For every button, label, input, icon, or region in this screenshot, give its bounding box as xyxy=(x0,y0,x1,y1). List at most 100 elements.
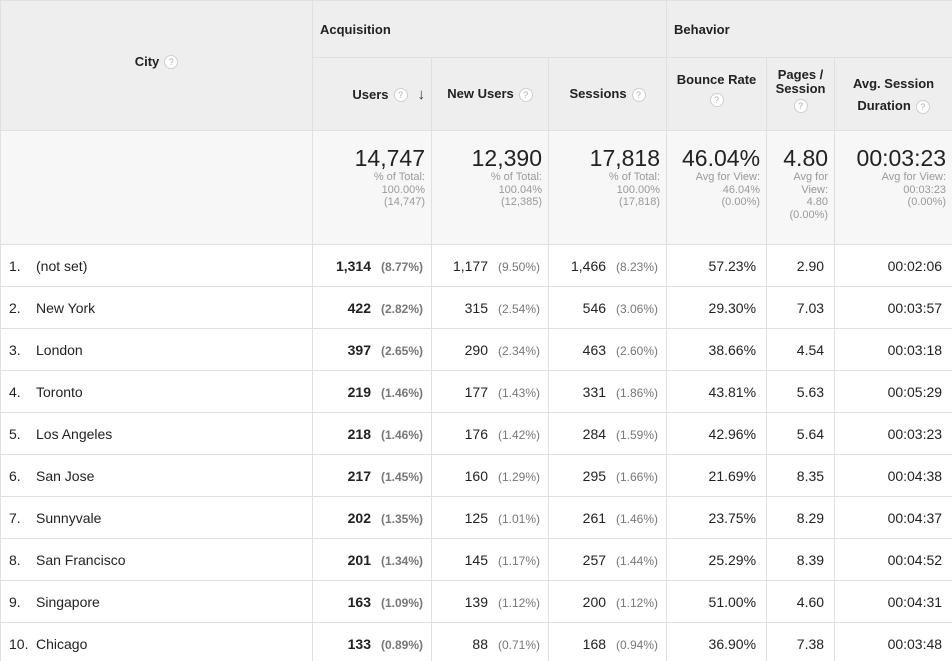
sessions-value: 295 xyxy=(582,467,607,484)
users-value: 202 xyxy=(347,509,371,526)
help-icon[interactable]: ? xyxy=(709,92,724,107)
users-cell: 217 (1.45%) xyxy=(312,454,432,497)
users-percent: (1.46%) xyxy=(380,385,423,400)
city-link[interactable]: Los Angeles xyxy=(36,425,113,442)
new-users-header-label: New Users xyxy=(447,86,514,102)
bounce-rate-cell: 21.69% xyxy=(666,454,768,497)
table-row[interactable]: 8. San Francisco 201 (1.34%) 145 (1.17%) 257 (1… xyxy=(0,538,952,581)
users-cell: 422 (2.82%) xyxy=(312,286,432,329)
totals-bounce-rate-caption: Avg for View: xyxy=(695,171,761,183)
row-number: 1. xyxy=(9,257,21,274)
new-users-percent: (2.34%) xyxy=(497,343,540,358)
new-users-value: 160 xyxy=(464,467,488,484)
totals-new-users-caption: % of Total: xyxy=(490,171,542,183)
users-percent: (1.46%) xyxy=(380,427,423,442)
column-header-pages-session[interactable]: Pages / Session ? xyxy=(766,57,836,131)
bounce-rate-header-label: Bounce Rate xyxy=(676,72,757,87)
row-number: 10. xyxy=(9,635,29,652)
sort-descending-icon[interactable]: ↓ xyxy=(417,85,426,103)
pages-session-cell: 5.64 xyxy=(766,412,836,455)
sessions-percent: (1.46%) xyxy=(616,511,659,526)
avg-duration-cell: 00:04:37 xyxy=(834,496,952,539)
group-header-acquisition: Acquisition xyxy=(311,0,668,58)
users-value: 163 xyxy=(347,593,371,610)
column-header-avg-session-duration[interactable]: Avg. Session Duration? xyxy=(834,57,952,131)
table-row[interactable]: 6. San Jose 217 (1.45%) 160 (1.29%) 295 (1.66%)… xyxy=(0,454,952,497)
sessions-cell: 284 (1.59%) xyxy=(547,412,668,455)
new-users-value: 125 xyxy=(464,509,488,526)
sessions-cell: 257 (1.44%) xyxy=(547,538,668,581)
table-row[interactable]: 3. London 397 (2.65%) 290 (2.34%) 463 (2.60%) 38… xyxy=(0,328,952,371)
users-percent: (1.35%) xyxy=(380,511,423,526)
users-cell: 397 (2.65%) xyxy=(312,328,432,371)
help-icon[interactable]: ? xyxy=(793,98,808,113)
row-number: 8. xyxy=(9,551,21,568)
help-icon[interactable]: ? xyxy=(518,87,533,102)
bounce-rate-cell: 23.75% xyxy=(666,496,768,539)
column-header-city[interactable]: City? xyxy=(0,0,313,131)
table-row[interactable]: 7. Sunnyvale 202 (1.35%) 125 (1.01%) 261 (1.46%… xyxy=(0,496,952,539)
users-percent: (1.34%) xyxy=(380,553,423,568)
city-cell: 1. (not set) xyxy=(0,244,313,287)
help-icon[interactable]: ? xyxy=(915,99,930,114)
city-link[interactable]: Sunnyvale xyxy=(36,509,102,526)
help-icon[interactable]: ? xyxy=(393,88,408,103)
totals-row: 14,747 % of Total: 100.00% (14,747) 12,3… xyxy=(0,130,952,245)
avg-duration-cell: 00:02:06 xyxy=(834,244,952,287)
city-link[interactable]: San Jose xyxy=(36,467,95,484)
sessions-value: 200 xyxy=(582,593,607,610)
new-users-value: 177 xyxy=(464,383,488,400)
bounce-rate-cell: 29.30% xyxy=(666,286,768,329)
city-link[interactable]: New York xyxy=(36,299,96,316)
bounce-rate-cell: 38.66% xyxy=(666,328,768,371)
table-row[interactable]: 10. Chicago 133 (0.89%) 88 (0.71%) 168 (0.94%) 3… xyxy=(0,622,952,661)
pages-session-cell: 4.54 xyxy=(766,328,836,371)
sessions-cell: 546 (3.06%) xyxy=(547,286,668,329)
city-link[interactable]: (not set) xyxy=(36,257,88,274)
table-row[interactable]: 5. Los Angeles 218 (1.46%) 176 (1.42%) 284 (1.5… xyxy=(0,412,952,455)
city-link[interactable]: Singapore xyxy=(36,593,100,610)
row-number: 9. xyxy=(9,593,21,610)
new-users-percent: (0.71%) xyxy=(497,637,540,652)
users-value: 217 xyxy=(347,467,371,484)
sessions-percent: (1.59%) xyxy=(616,427,659,442)
city-link[interactable]: London xyxy=(36,341,83,358)
column-header-new-users[interactable]: New Users? xyxy=(431,57,549,131)
bounce-rate-cell: 42.96% xyxy=(666,412,768,455)
sessions-value: 1,466 xyxy=(570,257,607,274)
totals-bounce-rate-value: 46.04% xyxy=(682,145,761,171)
sessions-percent: (1.12%) xyxy=(616,595,659,610)
avg-duration-cell: 00:04:38 xyxy=(834,454,952,497)
table-row[interactable]: 9. Singapore 163 (1.09%) 139 (1.12%) 200 (1.12%… xyxy=(0,580,952,623)
totals-sessions-value: 17,818 xyxy=(589,145,661,171)
column-header-sessions[interactable]: Sessions? xyxy=(547,57,668,131)
users-value: 133 xyxy=(347,635,371,652)
table-row[interactable]: 1. (not set) 1,314 (8.77%) 1,177 (9.50%) 1,466… xyxy=(0,244,952,287)
totals-blank-cell xyxy=(0,130,313,245)
totals-pages-session-value: 4.80 xyxy=(783,145,829,171)
table-row[interactable]: 4. Toronto 219 (1.46%) 177 (1.43%) 331 (1.86%) 4… xyxy=(0,370,952,413)
city-link[interactable]: Toronto xyxy=(36,383,83,400)
pages-session-cell: 8.35 xyxy=(766,454,836,497)
city-cell: 2. New York xyxy=(0,286,313,329)
column-header-bounce-rate[interactable]: Bounce Rate ? xyxy=(666,57,768,131)
totals-new-users-value: 12,390 xyxy=(471,145,542,171)
new-users-percent: (1.29%) xyxy=(497,469,540,484)
bounce-rate-cell: 36.90% xyxy=(666,622,768,661)
users-percent: (8.77%) xyxy=(380,259,423,274)
help-icon[interactable]: ? xyxy=(164,55,179,70)
city-link[interactable]: San Francisco xyxy=(36,551,126,568)
pages-session-cell: 8.29 xyxy=(766,496,836,539)
new-users-cell: 125 (1.01%) xyxy=(431,496,549,539)
help-icon[interactable]: ? xyxy=(631,87,646,102)
city-link[interactable]: Chicago xyxy=(36,635,88,652)
row-number: 7. xyxy=(9,509,21,526)
sessions-header-label: Sessions xyxy=(569,86,627,102)
avg-duration-header-line1: Avg. Session xyxy=(852,76,935,91)
totals-bounce-rate: 46.04% Avg for View: 46.04% (0.00%) xyxy=(666,130,768,245)
column-header-users[interactable]: Users? ↓ xyxy=(312,57,432,131)
table-row[interactable]: 2. New York 422 (2.82%) 315 (2.54%) 546 (3.06%)… xyxy=(0,286,952,329)
new-users-percent: (1.12%) xyxy=(497,595,540,610)
users-percent: (0.89%) xyxy=(380,637,423,652)
